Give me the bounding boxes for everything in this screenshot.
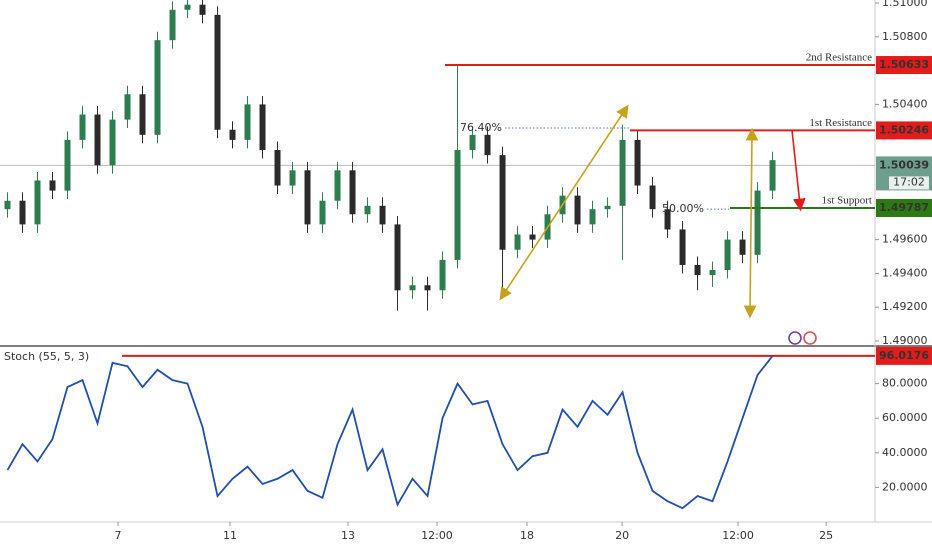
x-tick-label: 25 [819,529,833,542]
candle-body [34,180,41,225]
drawings [499,104,817,345]
candle-body [439,259,446,291]
candle-body [739,239,746,255]
x-tick-label: 11 [223,529,237,542]
stoch-line [6,355,774,510]
candle-body [649,185,656,210]
candle-body [274,150,281,186]
level-value: 1.49787 [879,201,929,214]
candle-body [109,119,116,166]
y-tick-label: 20.0000 [882,480,928,493]
y-tick-label: 1.49400 [882,266,928,279]
candle-body [199,4,206,15]
candle-body [454,150,461,260]
stoch-level-badge [876,346,932,365]
level-label: 2nd Resistance [806,52,872,64]
target-arrow [791,129,806,212]
candle-body [154,40,161,135]
level-badge [876,198,932,217]
candle-body [664,209,671,230]
fib-label: 50.00% [662,202,704,215]
level-label: 1st Support [822,195,872,207]
level-value: 1.50633 [879,58,929,71]
level-badge [876,56,932,75]
indicator-title: Stoch (55, 5, 3) [4,350,89,363]
candle-body [619,139,626,206]
last-price-value: 1.50039 [879,158,929,171]
measure-arrow [499,104,629,301]
y-tick-label: 1.49600 [882,233,928,246]
y-tick-label: 1.50400 [882,97,928,110]
y-tick-label: 80.0000 [882,377,928,390]
x-tick-label: 13 [341,529,355,542]
candle-body [379,205,386,225]
candle-body [259,104,266,151]
candle-body [589,209,596,225]
candle-body [634,139,641,186]
candle-body [319,200,326,225]
x-tick-label: 12:00 [722,529,754,542]
candle-body [499,155,506,250]
x-tick-label: 20 [615,529,629,542]
countdown: 17:02 [893,175,925,188]
level-value: 1.50246 [879,123,929,136]
candle-body [724,239,731,271]
y-tick-label: 1.50800 [882,30,928,43]
candle-body [709,270,716,276]
y-tick-label: 1.49000 [882,334,928,347]
y-tick-label: 60.0000 [882,411,928,424]
candle-body [244,104,251,140]
candle-body [679,229,686,265]
candle-body [4,200,11,210]
candle-body [64,139,71,191]
candle-body [574,195,581,225]
y-tick-label: 1.51000 [882,0,928,9]
candle-body [19,200,26,225]
y-tick-label: 1.49200 [882,300,928,313]
y-tick-label: 40.0000 [882,446,928,459]
stoch-level-value: 96.0176 [879,349,929,362]
candle-body [694,264,701,276]
candle-body [469,134,476,151]
candle-body [184,4,191,10]
candle-body [229,129,236,140]
event-icon [803,331,817,345]
candle-body [334,170,341,201]
x-tick-label: 18 [520,529,534,542]
measure-arrow [743,127,759,319]
candle-body [409,285,416,291]
candle-body [94,114,101,166]
candle-body [49,180,56,191]
candle-body [214,14,221,130]
candle-body [304,170,311,225]
level-badge [876,121,932,140]
candle-body [394,224,401,291]
candle-body [514,234,521,250]
candle-body [424,285,431,291]
candle-body [169,9,176,41]
candle-body [349,170,356,215]
candle-body [124,94,131,120]
x-tick-label: 12:00 [421,529,453,542]
candle-body [529,234,536,240]
candle-body [289,170,296,186]
x-tick-label: 7 [115,529,122,542]
candle-body [364,205,371,215]
event-icon [788,331,802,345]
candle-body [754,190,761,255]
candle-body [79,114,86,140]
candle-body [484,134,491,156]
fib-label: 76.40% [460,121,502,134]
candle-body [139,94,146,135]
stoch-panel: Stoch (55, 5, 3) [4,350,875,510]
candle-body [604,205,611,210]
level-label: 1st Resistance [809,117,872,129]
countdown-box [889,176,929,190]
axes: 1.51000 1.50800 1.50400 1.49600 1.49400 1.492… [115,0,932,542]
candle-body [769,160,776,191]
